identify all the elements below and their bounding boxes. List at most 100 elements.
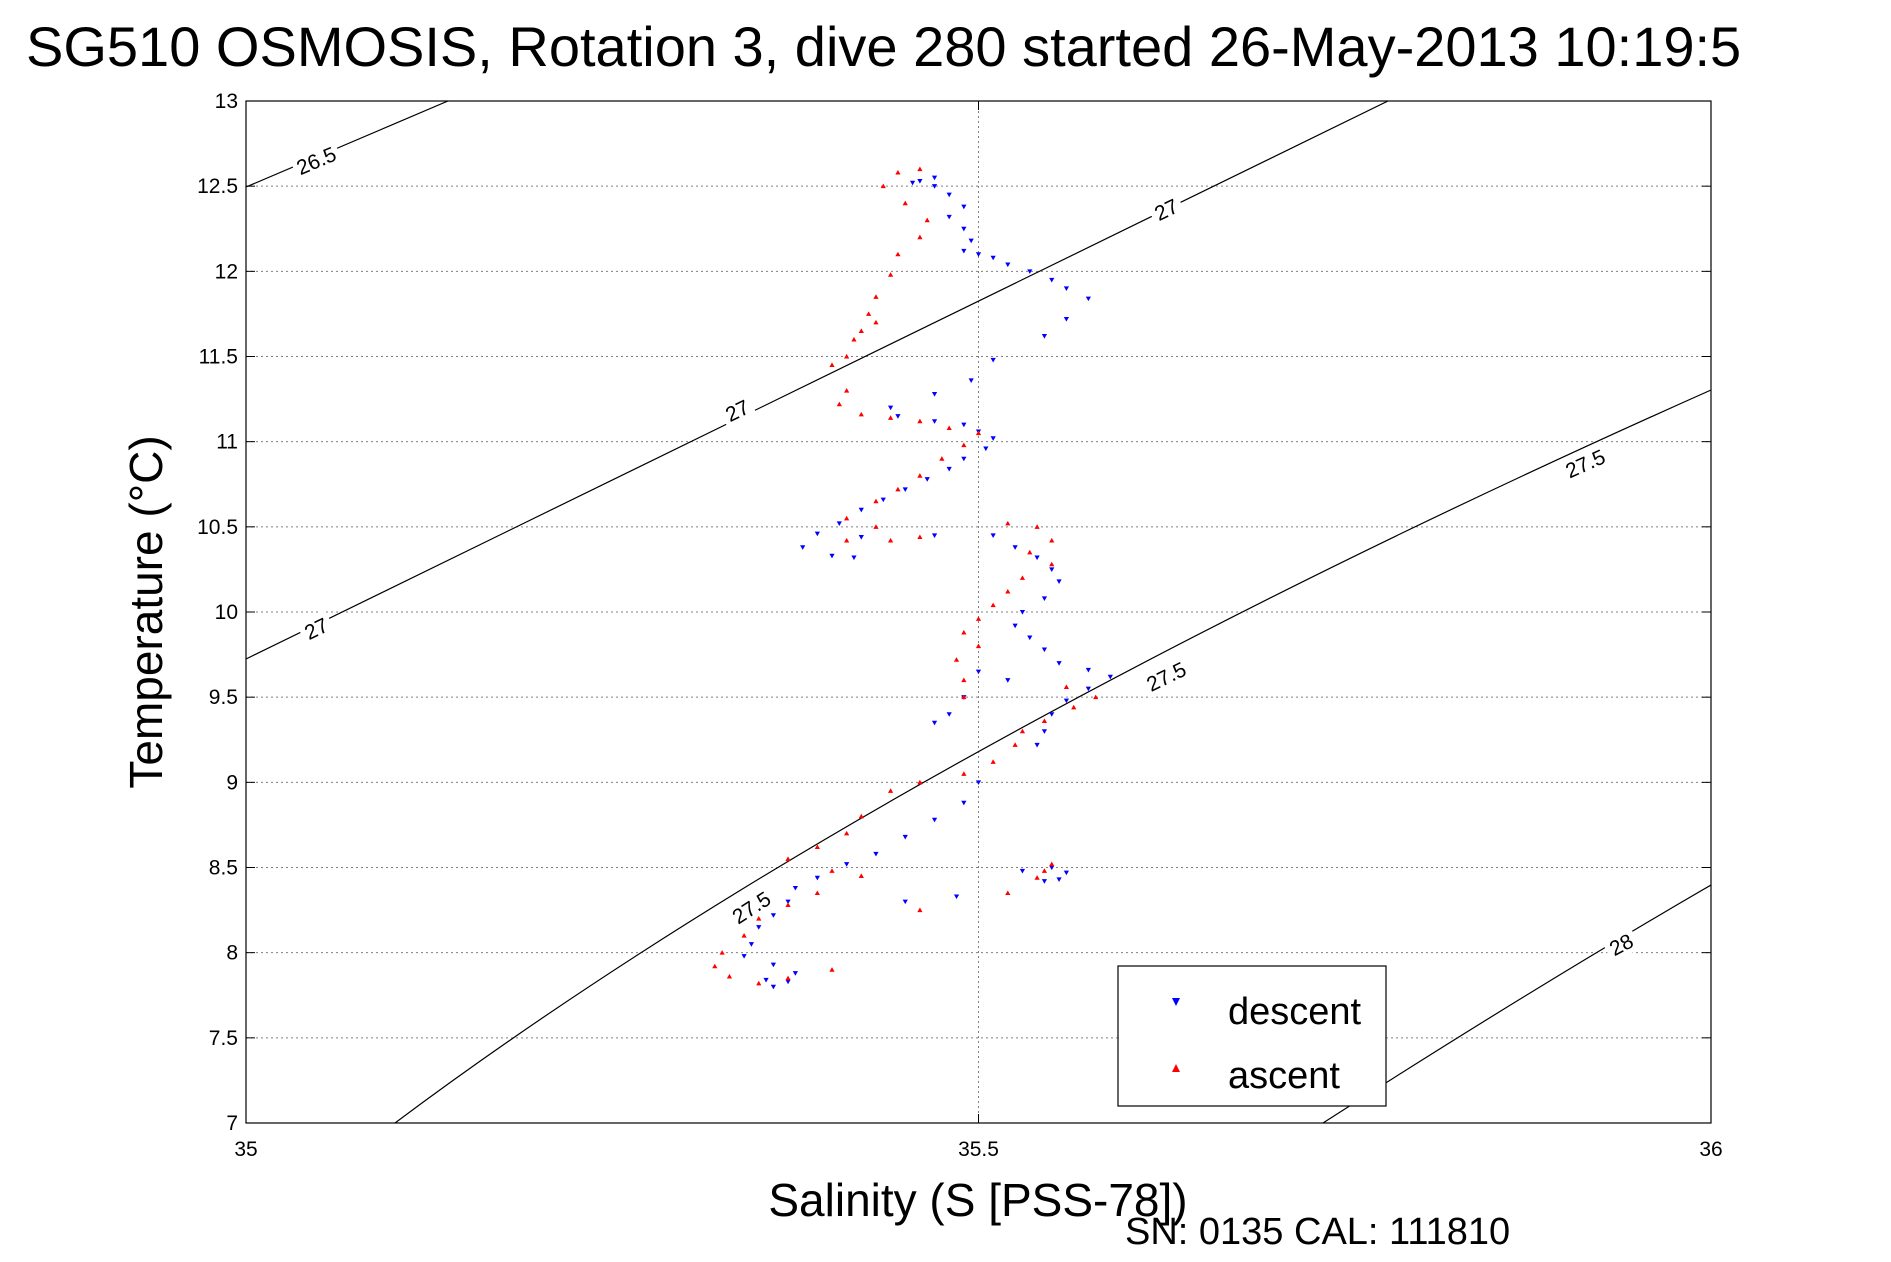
descent-point [975,669,982,675]
ascent-point [939,456,945,461]
ascent-point [975,430,982,436]
descent-point [931,184,938,189]
ascent-point [961,694,967,700]
ascent-point [1012,742,1018,747]
ascent-point [917,907,923,913]
descent-point [785,899,791,905]
ascent-point [858,328,864,333]
ascent-point [741,933,747,938]
descent-point [763,977,769,983]
descent-point [836,521,842,527]
descent-point [1107,674,1113,680]
x-tick-label: 36 [1699,1138,1722,1161]
contour-label-28: 28 [1600,925,1642,963]
ascent-point [990,602,996,608]
descent-point [990,436,996,441]
axis-ticks: 7 7.5 8 8.5 9 9.5 10 10.5 11 11.5 12 12.5 13 35 35.5 36 [197,90,1723,1161]
descent-point [792,971,798,976]
descent-point [770,984,776,990]
ascent-point [961,677,967,683]
ascent-point [961,629,967,635]
descent-point [1056,579,1062,584]
descent-point [902,834,908,840]
ascent-point [895,169,901,175]
descent-point [902,487,908,492]
descent-point [1041,879,1048,884]
descent-point [946,214,952,220]
descent-point [1056,877,1062,883]
descent-point [975,780,982,785]
ascent-point [844,830,850,836]
ascent-point [726,973,733,979]
contour-label-26-5: 26.5 [288,138,344,182]
descent-point [814,875,820,881]
ascent-point [1005,520,1011,526]
descent-point [1049,865,1055,871]
descent-point [931,419,938,424]
descent-point [946,192,952,198]
legend-ascent-label: ascent [1228,1055,1340,1097]
ascent-point [961,771,967,776]
ascent-point [1041,868,1048,873]
ascent-point [814,844,820,850]
descent-point [1012,545,1018,550]
ascent-point [917,779,923,785]
ascent-point [924,217,930,223]
contour-label-27-5-lower: 27.5 [723,883,779,931]
y-tick-label: 12 [215,260,238,283]
ascent-point [917,473,923,478]
ascent-point [844,515,850,521]
ascent-point [844,353,850,359]
contour-label-27-middle: 27 [716,391,758,429]
ascent-point [953,657,960,662]
ascent-point [990,759,996,764]
descent-point [975,252,982,257]
ascent-point [829,362,835,368]
ascent-point [873,498,879,504]
ascent-point [975,643,982,649]
y-tick-label: 7.5 [209,1027,238,1050]
ascent-point [858,411,864,417]
ascent-point [785,975,791,981]
ascent-point [1019,728,1026,734]
density-contour-26.5 [246,101,449,188]
descent-point [844,862,850,867]
descent-point [961,456,967,462]
ascent-point [880,183,886,189]
descent-point [931,817,938,823]
density-contour-27 [246,101,1389,660]
svg-text:26.5: 26.5 [293,143,340,180]
ascent-point [1071,704,1077,710]
legend-box [1117,965,1387,1107]
descent-point [1085,296,1091,302]
ascent-point [1049,861,1055,867]
y-tick-label: 9 [226,771,238,794]
y-tick-label: 11 [216,431,238,454]
descent-point [931,175,938,181]
serial-calibration-note: SN: 0135 CAL: 111810 [1125,1211,1510,1253]
descent-point [1034,742,1040,748]
descent-point [1056,661,1062,666]
ascent-point [785,902,791,907]
ascent-point [895,251,901,257]
descent-point [909,180,916,186]
descent-point [1049,277,1055,283]
ascent-point [829,967,835,972]
descent-point [829,553,835,559]
ascent-point [814,890,820,896]
descent-point [792,885,798,891]
ascent-point [1005,890,1011,896]
contour-labels: 26.5 27 27 27 27.5 27.5 [288,138,1642,963]
y-tick-label: 13 [215,90,238,113]
descent-point [1049,567,1055,573]
descent-point [961,204,967,210]
ascent-point [917,418,923,424]
descent-point [1041,596,1048,601]
descent-point [924,477,930,482]
descent-point [931,391,938,397]
ascent-point [1027,549,1033,555]
descent-point [902,899,908,905]
y-tick-label: 8 [226,942,238,965]
ascent-point [719,950,725,955]
